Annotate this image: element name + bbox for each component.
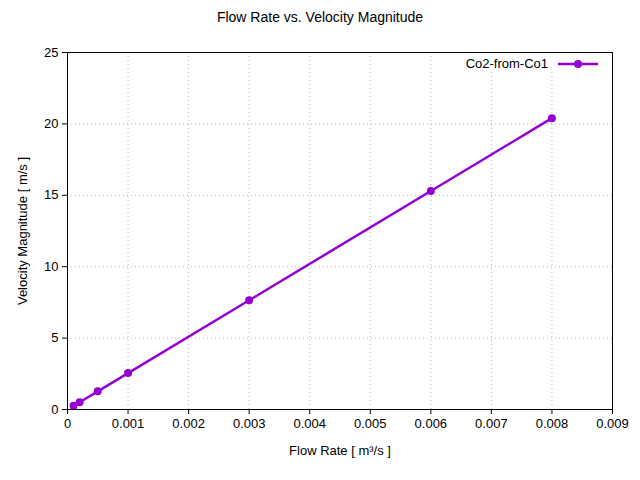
svg-text:0.009: 0.009 [596,416,629,431]
svg-text:0.004: 0.004 [293,416,326,431]
svg-text:0.005: 0.005 [354,416,387,431]
svg-text:0.007: 0.007 [475,416,508,431]
svg-text:5: 5 [51,330,58,345]
svg-text:0: 0 [51,402,58,417]
svg-text:0.006: 0.006 [415,416,448,431]
svg-text:0.003: 0.003 [233,416,266,431]
svg-text:25: 25 [44,45,58,60]
svg-text:0: 0 [64,416,71,431]
svg-text:15: 15 [44,187,58,202]
html-text:Flow Rate vs. Velocity Magnitu: Flow Rate vs. Velocity Magnitude [216,9,424,25]
svg-text:Flow Rate [ m³/s ]: Flow Rate [ m³/s ] [289,443,391,458]
html-text:Co2-from-Co1: Co2-from-Co1 [465,56,548,71]
svg-text:0.008: 0.008 [536,416,569,431]
svg-text:0.001: 0.001 [112,416,145,431]
svg-text:0.002: 0.002 [172,416,205,431]
svg-text:10: 10 [44,259,58,274]
svg-text:20: 20 [44,116,58,131]
svg-text:Velocity Magnitude [ m/s ]: Velocity Magnitude [ m/s ] [15,157,30,305]
